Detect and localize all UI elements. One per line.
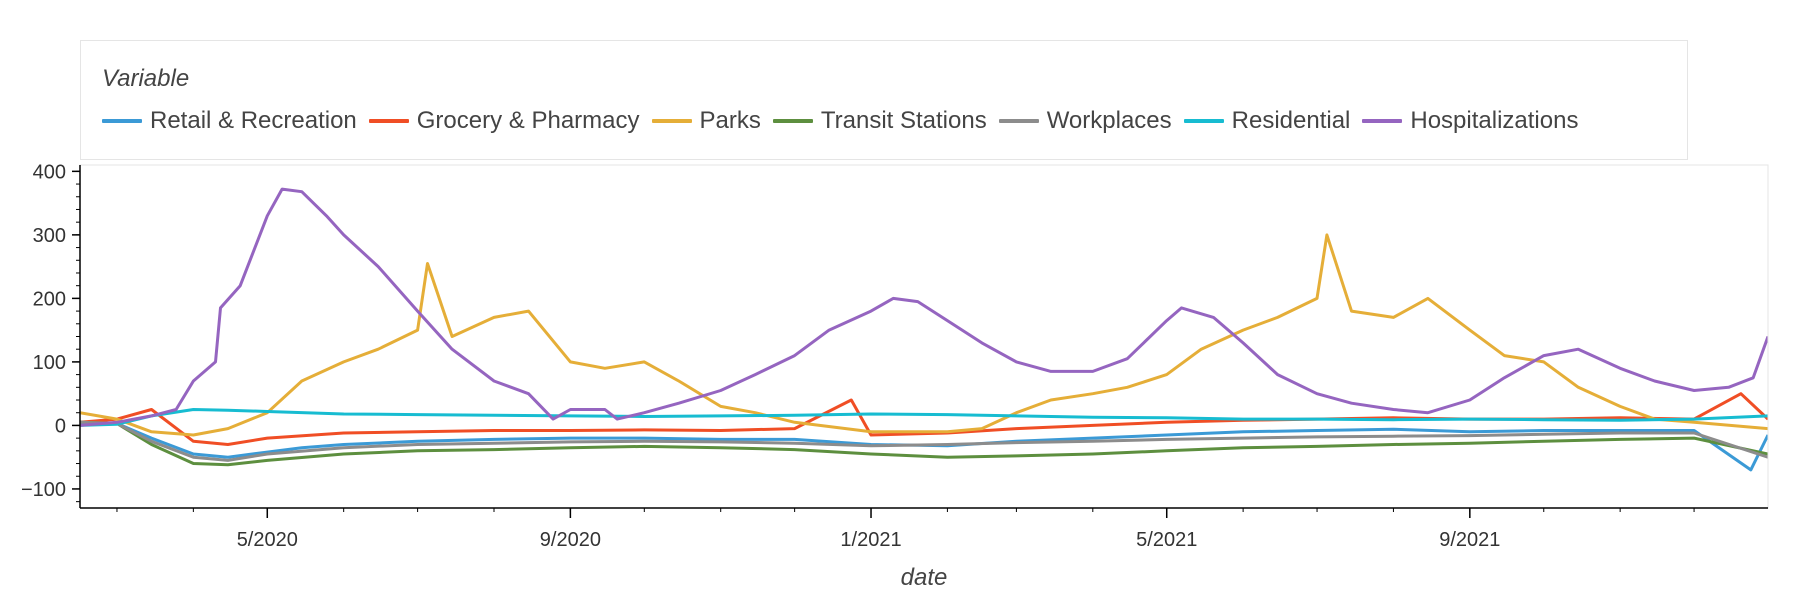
legend-label: Residential <box>1231 107 1351 134</box>
axes: −100 0 100 200 300 400 5/2020 9/2020 1/2021 5/202… <box>21 161 1769 551</box>
x-tick-label: 9/2020 <box>540 529 601 551</box>
y-tick-label: −100 <box>21 479 66 501</box>
legend-item[interactable]: Parks <box>651 107 761 135</box>
legend-label: Grocery & Pharmacy <box>416 107 640 134</box>
legend-item[interactable]: Hospitalizations <box>1362 107 1578 135</box>
legend: Variable Retail & Recreation Grocery & Ph… <box>80 40 1688 160</box>
legend-swatch <box>1183 119 1224 123</box>
series-line <box>80 408 1768 427</box>
legend-swatch <box>1362 119 1403 123</box>
legend-swatch <box>102 119 142 123</box>
legend-item[interactable]: Workplaces <box>998 107 1172 135</box>
y-tick-label: 0 <box>55 415 66 437</box>
x-tick-label: 5/2020 <box>237 529 298 551</box>
legend-label: Parks <box>699 107 761 134</box>
legend-label: Transit Stations <box>820 107 987 134</box>
x-tick-label: 5/2021 <box>1136 529 1197 551</box>
legend-item[interactable]: Grocery & Pharmacy <box>368 107 640 135</box>
legend-label: Hospitalizations <box>1410 107 1579 134</box>
series-line <box>80 420 1768 472</box>
series-line <box>80 233 1768 437</box>
legend-swatch <box>368 119 409 123</box>
series-line <box>80 420 1768 462</box>
legend-label: Workplaces <box>1046 107 1172 134</box>
legend-label: Retail & Recreation <box>150 107 357 134</box>
legend-swatch <box>772 119 813 123</box>
x-tick-label: 9/2021 <box>1439 529 1500 551</box>
legend-item[interactable]: Transit Stations <box>772 107 987 135</box>
legend-item[interactable]: Residential <box>1183 107 1351 135</box>
legend-title: Variable <box>102 65 190 92</box>
series-line <box>80 187 1768 427</box>
legend-item[interactable]: Retail & Recreation <box>102 107 357 135</box>
y-tick-label: 100 <box>33 352 66 374</box>
legend-swatch <box>651 119 692 123</box>
series-line <box>80 420 1768 467</box>
y-tick-label: 200 <box>33 288 66 310</box>
y-tick-label: 300 <box>33 225 66 247</box>
x-axis-label: date <box>901 564 948 591</box>
x-tick-label: 1/2021 <box>840 529 901 551</box>
legend-items: Retail & Recreation Grocery & Pharmacy Par… <box>102 107 1590 135</box>
plot-lines <box>80 187 1768 472</box>
legend-swatch <box>998 119 1039 123</box>
y-tick-label: 400 <box>33 161 66 183</box>
